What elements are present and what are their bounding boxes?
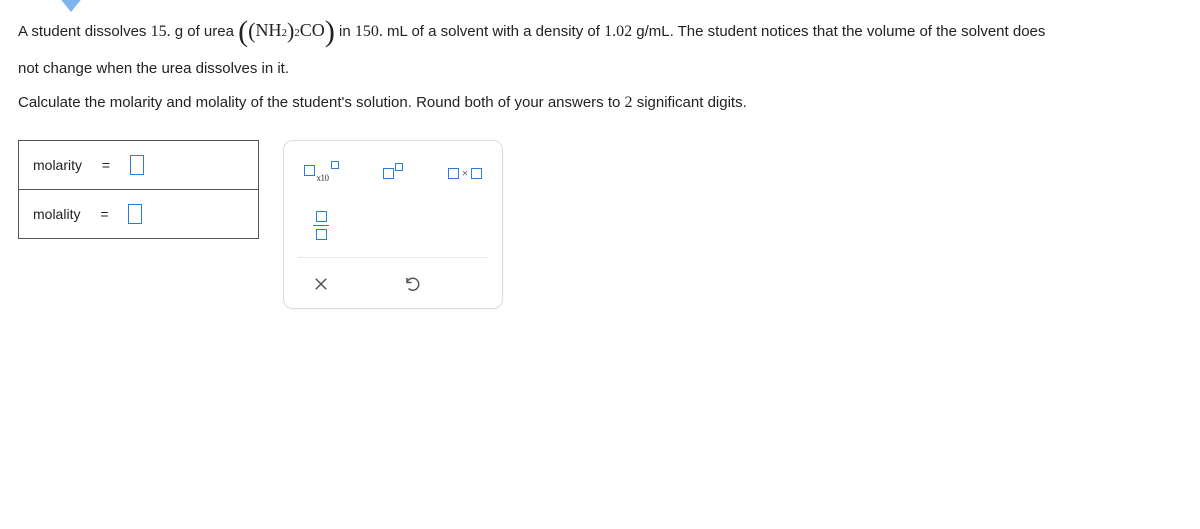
text: A student dissolves bbox=[18, 23, 151, 40]
placeholder-icon bbox=[316, 229, 327, 240]
clear-button[interactable] bbox=[298, 266, 344, 302]
equals-sign: = bbox=[102, 157, 110, 173]
equals-sign: = bbox=[100, 206, 108, 222]
molality-input[interactable] bbox=[128, 204, 142, 224]
symbol-palette: x10 × bbox=[283, 140, 503, 309]
placeholder-icon bbox=[395, 163, 403, 171]
density-value: 1.02 bbox=[604, 23, 632, 40]
superscript-button[interactable] bbox=[370, 154, 416, 194]
molarity-label: molarity bbox=[33, 157, 82, 173]
sigfigs-value: 2 bbox=[625, 94, 633, 111]
mass-value: 15. bbox=[151, 23, 171, 40]
x-icon bbox=[312, 275, 330, 293]
molality-label: molality bbox=[33, 206, 80, 222]
undo-icon bbox=[404, 275, 422, 293]
x10-label: x10 bbox=[317, 173, 329, 183]
text: g/mL. The student notices that the volum… bbox=[636, 23, 1045, 40]
placeholder-icon bbox=[448, 168, 459, 179]
text: not change when the urea dissolves in it… bbox=[18, 52, 1182, 85]
molality-row: molality = bbox=[33, 204, 236, 224]
times-symbol: × bbox=[462, 166, 469, 181]
text: mL of a solvent with a density of bbox=[387, 23, 604, 40]
volume-value: 150. bbox=[355, 23, 383, 40]
multiply-button[interactable]: × bbox=[442, 154, 488, 194]
text: Calculate the molarity and molality of t… bbox=[18, 94, 625, 111]
problem-statement: A student dissolves 15. g of urea ( ( NH… bbox=[18, 12, 1182, 120]
placeholder-icon bbox=[331, 161, 339, 169]
fraction-bar-icon bbox=[313, 225, 329, 226]
molarity-row: molarity = bbox=[33, 155, 236, 175]
placeholder-icon bbox=[304, 165, 315, 176]
placeholder-icon bbox=[316, 211, 327, 222]
urea-formula: ( ( NH2 )2 CO ) bbox=[238, 11, 335, 51]
placeholder-icon bbox=[383, 168, 394, 179]
reset-button[interactable] bbox=[390, 266, 436, 302]
answer-table: molarity = molality = bbox=[18, 140, 259, 239]
molarity-input[interactable] bbox=[130, 155, 144, 175]
scientific-notation-button[interactable]: x10 bbox=[298, 154, 344, 194]
placeholder-icon bbox=[471, 168, 482, 179]
text: in bbox=[339, 23, 355, 40]
text: g of urea bbox=[175, 23, 238, 40]
context-chevron bbox=[58, 0, 84, 12]
fraction-button[interactable] bbox=[298, 206, 344, 246]
text: significant digits. bbox=[637, 94, 747, 111]
